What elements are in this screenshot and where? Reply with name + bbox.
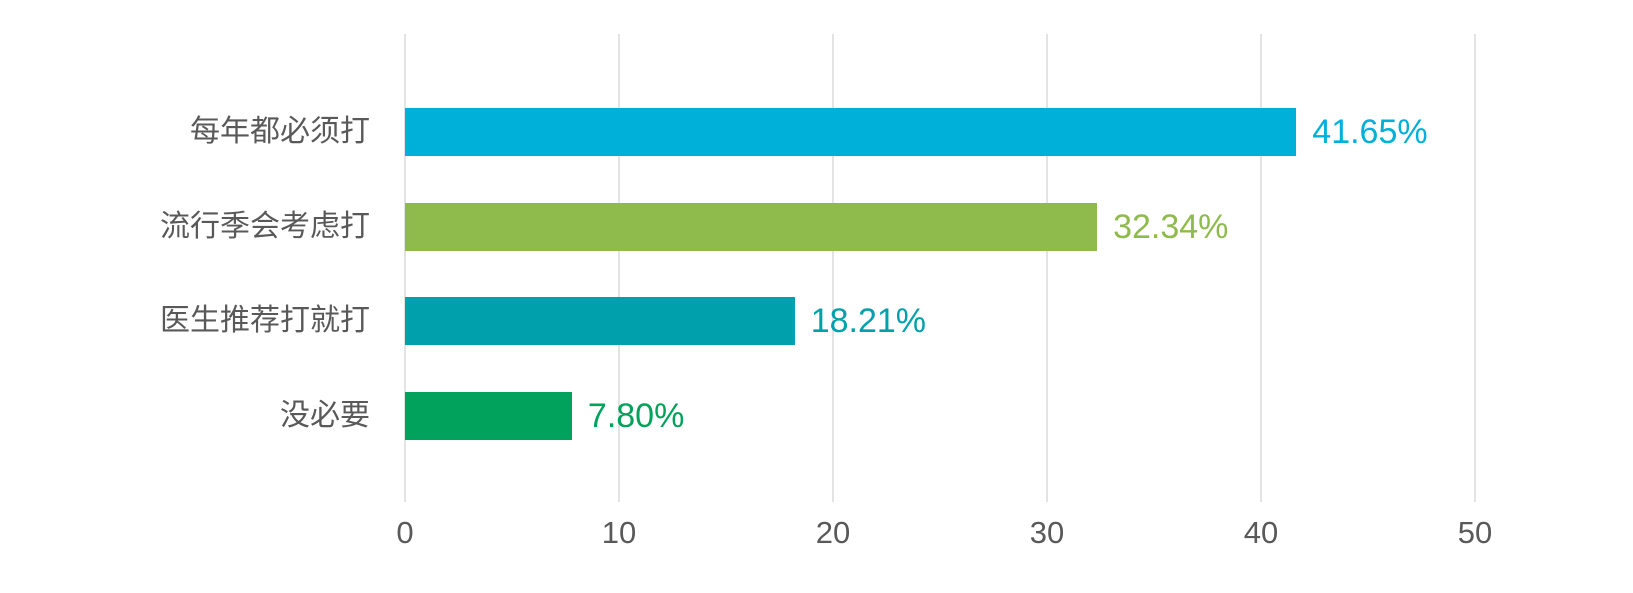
gridline <box>1260 34 1262 502</box>
bar <box>405 108 1297 156</box>
bar <box>405 391 572 440</box>
bar <box>405 202 1098 251</box>
x-tick-label: 30 <box>1029 515 1065 550</box>
category-label: 医生推荐打就打 <box>160 304 370 337</box>
value-label: 18.21% <box>810 302 927 340</box>
category-label: 没必要 <box>280 398 370 432</box>
category-label: 流行季会考虑打 <box>160 209 370 243</box>
gridline <box>404 34 406 502</box>
category-label: 每年都必须打 <box>190 115 370 148</box>
value-label: 41.65% <box>1312 113 1428 151</box>
value-label: 7.80% <box>587 396 685 435</box>
bar <box>405 297 795 345</box>
x-tick-label: 0 <box>396 515 414 550</box>
value-label: 32.34% <box>1113 207 1229 246</box>
gridline <box>618 34 620 502</box>
x-tick-label: 10 <box>601 515 637 550</box>
gridline <box>1474 34 1476 502</box>
gridline <box>1046 34 1048 502</box>
x-tick-label: 50 <box>1457 515 1493 550</box>
x-tick-label: 20 <box>815 515 851 550</box>
gridline <box>832 34 834 502</box>
x-tick-label: 40 <box>1243 515 1279 550</box>
